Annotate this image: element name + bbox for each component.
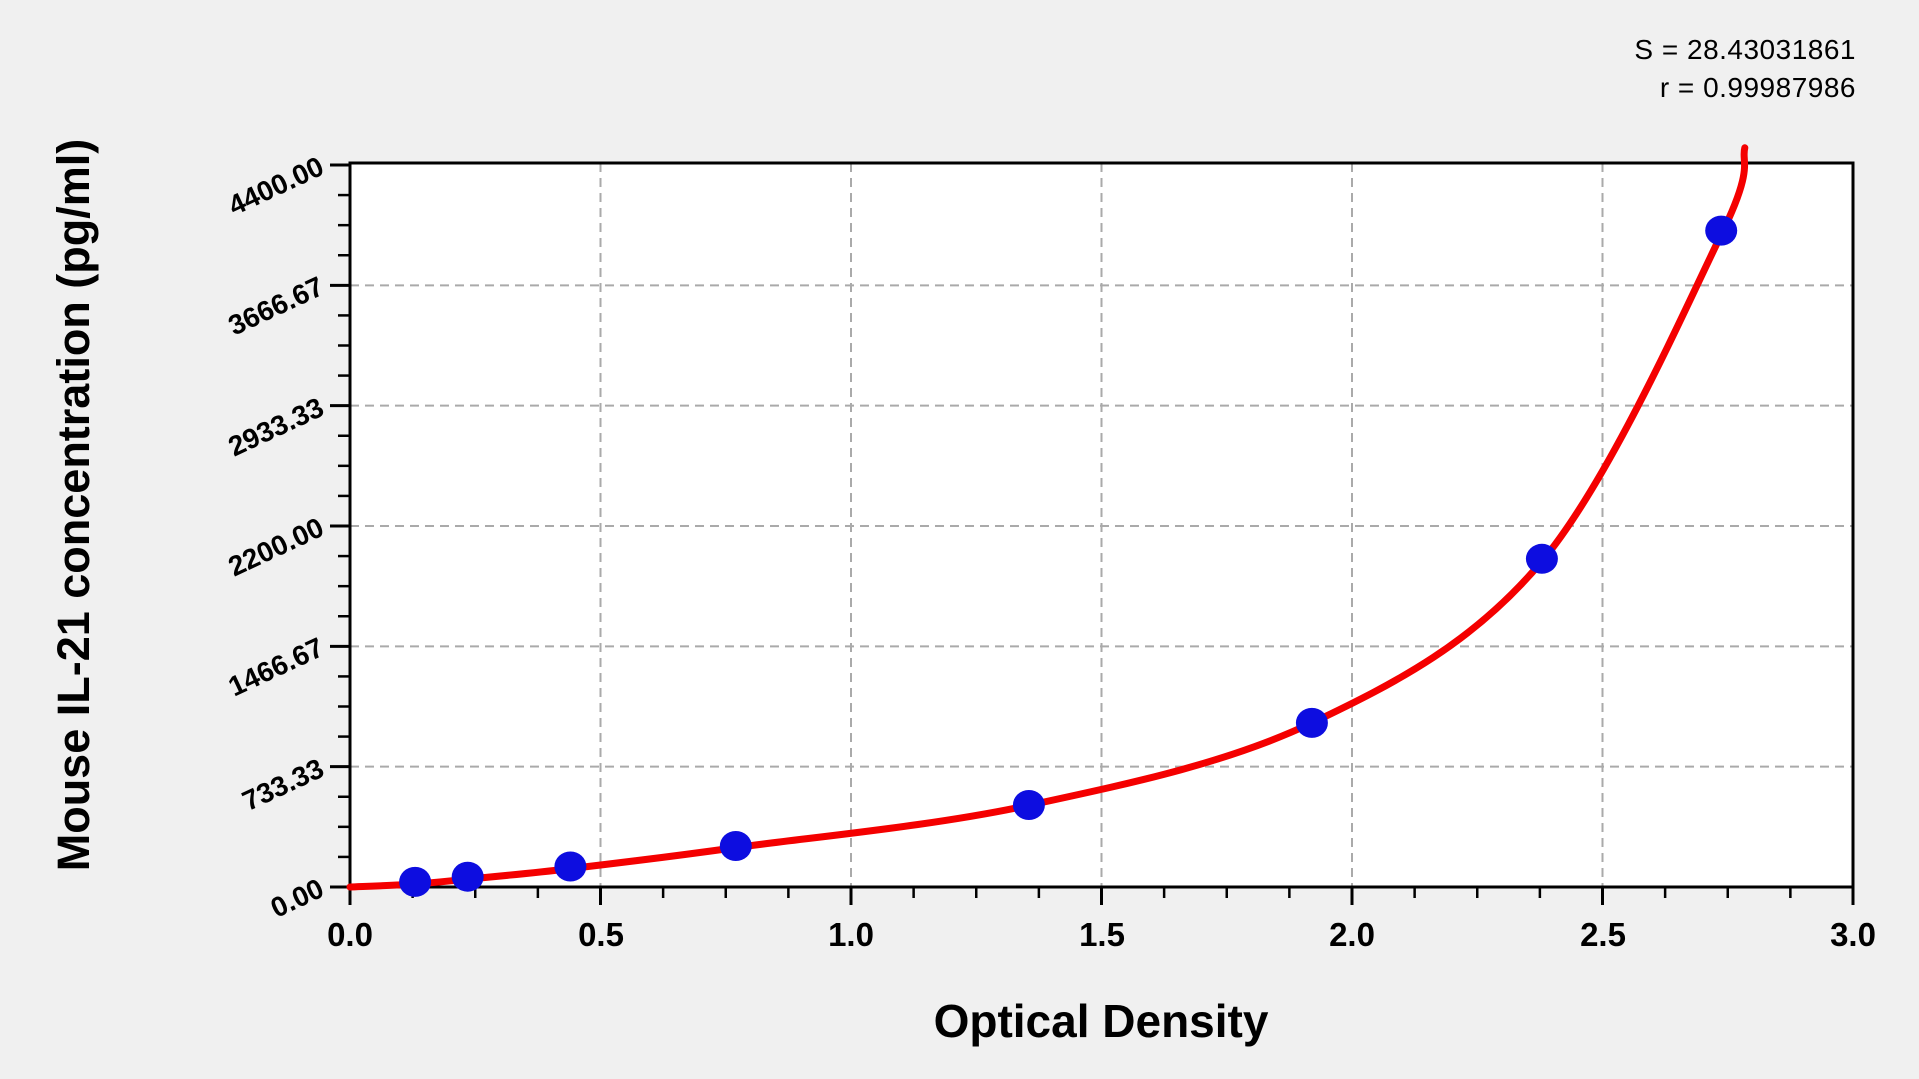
data-point: [399, 866, 432, 897]
data-point: [1525, 543, 1558, 574]
x-tick-label: 2.5: [1580, 916, 1626, 953]
x-tick-label: 1.5: [1079, 916, 1125, 953]
fit-statistic-r: r = 0.99987986: [1659, 72, 1856, 103]
y-axis-title: Mouse IL-21 concentration (pg/ml): [48, 138, 99, 872]
data-point: [719, 831, 752, 861]
fit-statistics: S = 28.43031861 r = 0.99987986: [1634, 31, 1856, 107]
x-tick-label: 2.0: [1329, 916, 1375, 953]
fit-statistic-s: S = 28.43031861: [1634, 34, 1856, 65]
x-tick-label: 1.0: [828, 916, 874, 953]
data-point: [1705, 215, 1738, 246]
data-point: [451, 861, 484, 892]
x-tick-label: 0.5: [578, 916, 624, 953]
data-point: [1012, 790, 1045, 820]
x-tick-label: 0.0: [327, 916, 373, 953]
data-point: [1295, 707, 1328, 738]
x-axis-title: Optical Density: [933, 995, 1269, 1047]
data-point: [554, 851, 587, 882]
x-tick-label: 3.0: [1830, 916, 1876, 953]
